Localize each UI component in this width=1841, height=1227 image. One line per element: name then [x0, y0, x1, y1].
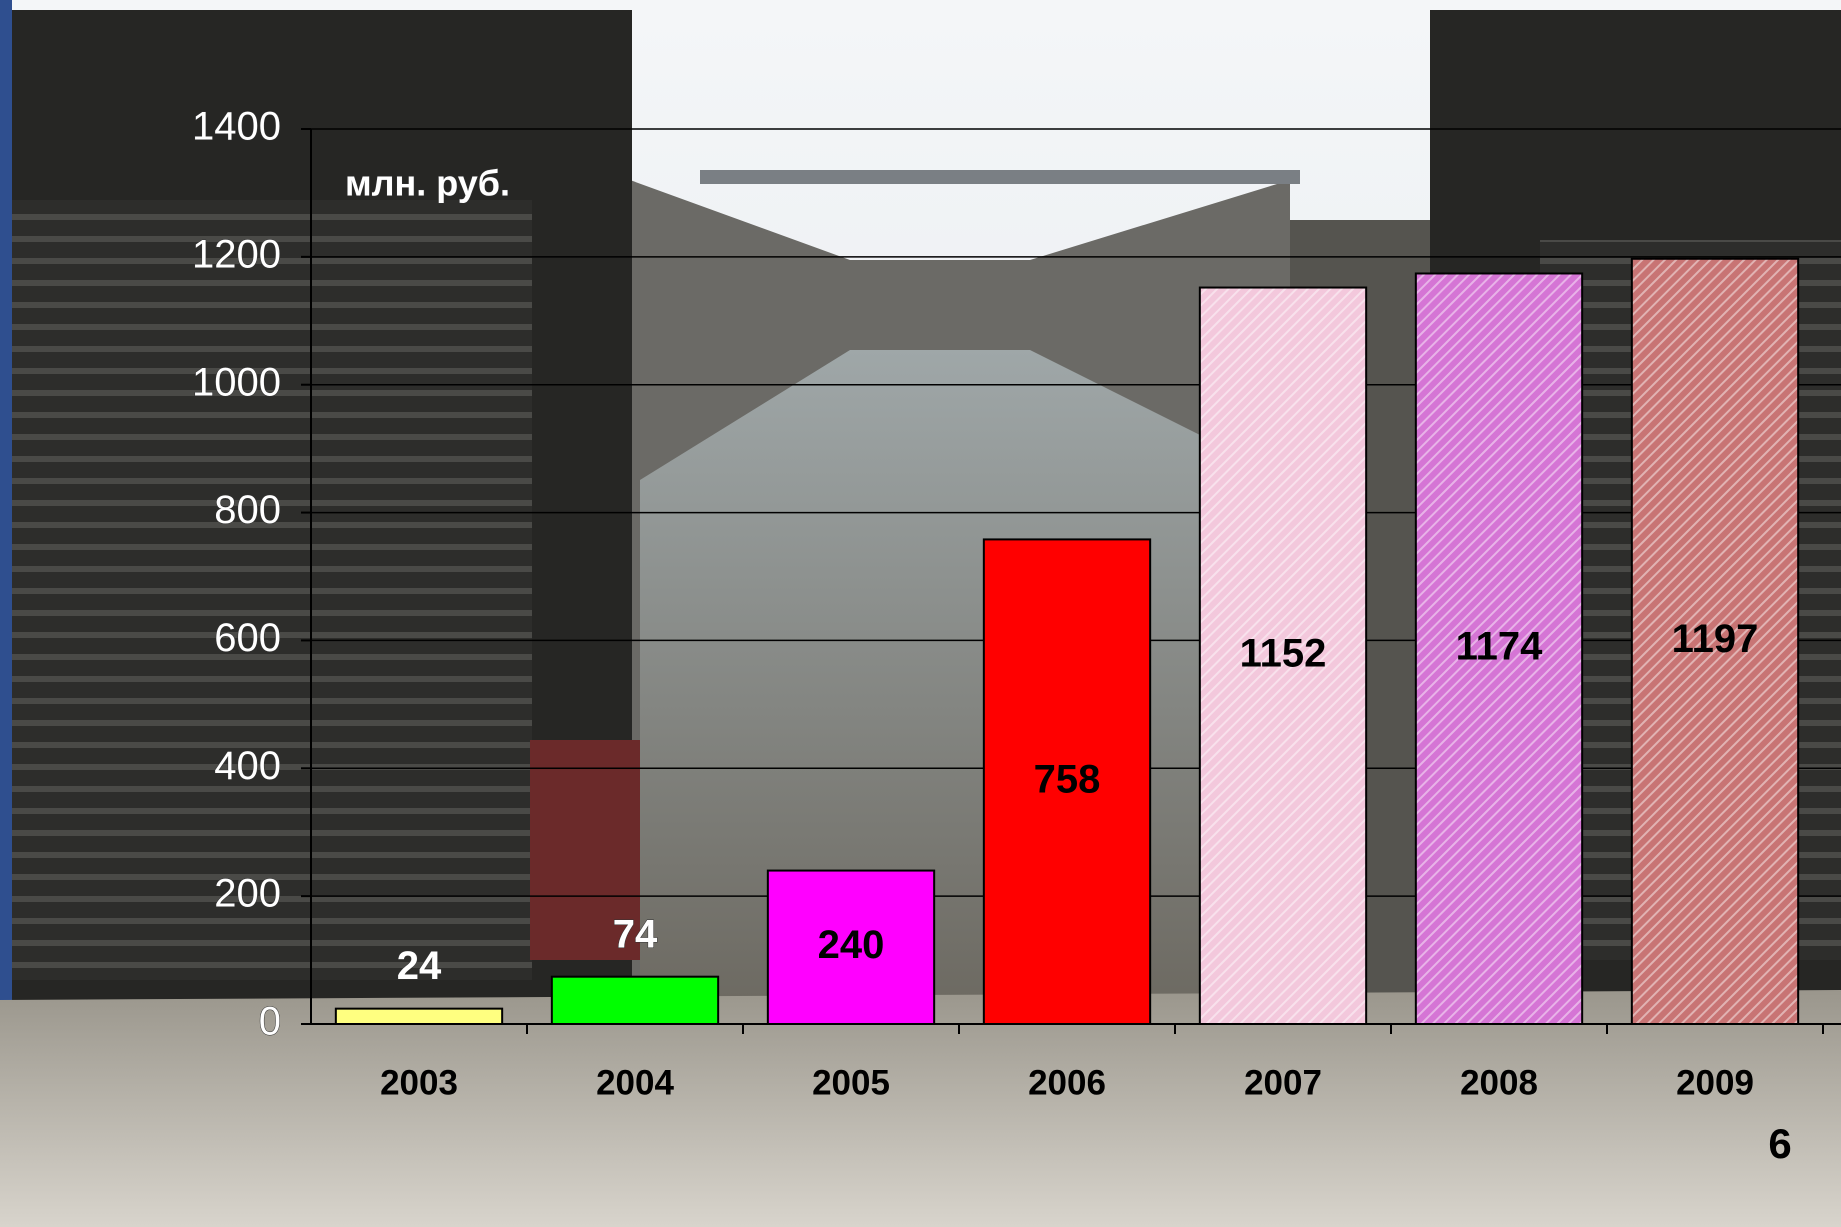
y-tick-label: 1400 — [192, 105, 281, 149]
value-label: 1197 — [1672, 617, 1759, 661]
bar — [1630, 257, 1800, 1025]
value-label: 74 — [613, 912, 658, 956]
y-tick-label: 600 — [214, 616, 281, 660]
x-tick-label: 2004 — [596, 1063, 674, 1102]
y-tick-label: 1200 — [192, 232, 281, 276]
x-tick-label: 2003 — [380, 1063, 458, 1102]
value-label: 1174 — [1456, 624, 1544, 668]
bar — [334, 1007, 504, 1026]
value-label: 758 — [1034, 757, 1101, 801]
y-tick-label: 400 — [214, 744, 281, 788]
y-tick-label: 800 — [214, 488, 281, 532]
y-tick-label: 200 — [214, 872, 281, 916]
page-number: 6 — [1768, 1120, 1791, 1167]
x-tick-label: 2008 — [1460, 1063, 1538, 1102]
bar — [982, 538, 1152, 1026]
value-label: 24 — [397, 944, 442, 988]
bar — [1198, 286, 1368, 1025]
x-tick-label: 2009 — [1676, 1063, 1754, 1102]
y-tick-label: 1000 — [192, 360, 281, 404]
x-tick-label: 2007 — [1244, 1063, 1322, 1102]
value-label: 240 — [818, 923, 885, 967]
y-tick-label: 0 — [259, 1000, 281, 1044]
x-tick-label: 2005 — [812, 1063, 890, 1102]
bar — [1414, 272, 1584, 1025]
bar — [550, 975, 720, 1026]
bar — [766, 869, 936, 1025]
x-tick-label: 2006 — [1028, 1063, 1106, 1102]
y-axis-label: млн. руб. — [345, 163, 510, 204]
value-label: 1152 — [1240, 631, 1327, 675]
